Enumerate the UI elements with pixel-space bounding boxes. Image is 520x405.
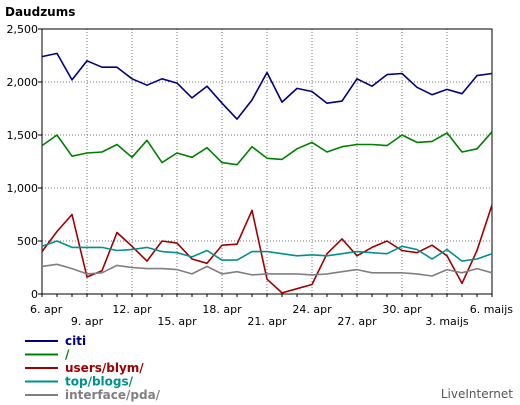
legend-label: users/blym/ [65,361,144,375]
x-tick-label: 21. apr [247,315,287,328]
legend-label: citi [65,334,86,348]
x-tick-label: 12. apr [112,303,152,316]
y-tick-label: 1,500 [7,129,39,142]
y-tick-label: 2,500 [7,23,39,36]
y-tick-label: 1,000 [7,182,39,195]
series-lines [41,52,493,294]
y-tick-label: 500 [17,235,38,248]
x-tick-label: 24. apr [292,303,332,316]
x-tick-label: 15. apr [157,315,197,328]
legend-label: / [65,348,70,362]
x-tick-label: 9. apr [71,315,104,328]
series-line [41,52,493,120]
series-line [41,240,493,262]
brand-label: LiveInternet [441,387,513,401]
series-line [41,131,493,166]
series-line [41,204,493,294]
x-tick-label: 18. apr [202,303,242,316]
x-tick-label: 27. apr [337,315,377,328]
legend-label: top/blogs/ [65,375,134,389]
legend: citi/users/blym/top/blogs/interface/pda/ [25,334,161,402]
x-tick-label: 3. maijs [425,315,469,328]
axes: 0 500 1,000 1,500 2,000 2,500 6. apr 12. apr 18.… [7,23,514,328]
x-tick-label: 30. apr [382,303,422,316]
chart-title: Daudzums [5,5,75,19]
x-tick-label: 6. maijs [470,303,514,316]
y-tick-label: 2,000 [7,76,39,89]
series-line [41,263,493,277]
legend-label: interface/pda/ [65,388,161,402]
x-tick-label: 6. apr [30,303,63,316]
y-tick-label: 0 [31,288,38,301]
